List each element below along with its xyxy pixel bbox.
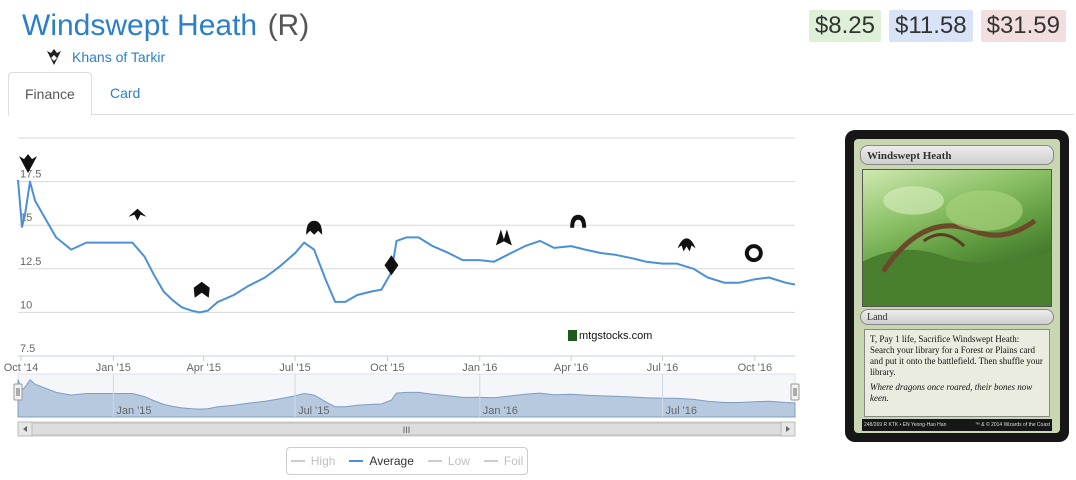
set-marker-icon <box>495 229 512 246</box>
x-tick-label: Jan '15 <box>96 362 131 374</box>
chart-legend: High Average Low Foil <box>286 447 528 475</box>
set-marker-glyph <box>744 244 763 263</box>
set-marker-glyph <box>384 255 399 276</box>
legend-item-foil[interactable]: Foil <box>483 454 524 468</box>
card-art-illustration <box>863 186 1051 306</box>
legend-label: Foil <box>503 454 524 468</box>
y-tick-label: 7.5 <box>20 343 35 355</box>
price-group: $8.25 $11.58 $31.59 <box>808 10 1066 42</box>
x-tick-label: Jan '16 <box>462 362 497 374</box>
legend-line <box>290 460 305 462</box>
set-link[interactable]: Khans of Tarkir <box>72 49 166 65</box>
navigator-series-area <box>17 379 796 418</box>
set-marker-icon <box>306 220 323 235</box>
legend-label: Average <box>369 454 414 468</box>
navigator-label: Jul '15 <box>298 405 329 417</box>
y-tick-label: 12.5 <box>20 256 41 268</box>
set-row: Khans of Tarkir <box>44 46 165 68</box>
card-text-box: T, Pay 1 life, Sacrifice Windswept Heath… <box>864 329 1050 417</box>
set-marker-glyph <box>495 229 512 246</box>
set-marker-glyph <box>306 220 323 235</box>
set-marker-glyph <box>570 214 587 228</box>
legend-line <box>427 460 442 462</box>
price-low: $8.25 <box>808 10 881 42</box>
set-marker-icon <box>677 238 696 252</box>
legend-item-low[interactable]: Low <box>427 454 470 468</box>
series-line-average <box>17 179 796 314</box>
card-image: Windswept Heath Land T, Pay 1 life, Sacr… <box>845 130 1069 442</box>
card-frame: Windswept Heath Land T, Pay 1 life, Sacr… <box>854 139 1060 433</box>
set-marker-icon <box>19 154 38 174</box>
y-tick-label: 17.5 <box>20 169 41 181</box>
navigator-label: Jul '16 <box>665 405 696 417</box>
x-tick-label: Oct '16 <box>738 362 773 374</box>
scrollbar-grip: III <box>403 425 411 435</box>
legend-item-high[interactable]: High <box>290 454 336 468</box>
set-marker-icon <box>570 214 587 228</box>
card-collector-info: 248/269 R KTK • EN Yeong-Hao Han <box>864 422 947 428</box>
legend-label: High <box>310 454 336 468</box>
watermark-logo-icon <box>568 330 577 341</box>
card-type-line: Land <box>860 309 1054 325</box>
navigator-handle-right[interactable] <box>790 383 800 401</box>
y-tick-label: 10 <box>20 299 32 311</box>
chart-watermark: mtgstocks.com <box>579 330 652 342</box>
set-marker-icon <box>744 244 763 263</box>
card-flavor-text: Where dragons once roared, their bones n… <box>870 382 1033 403</box>
chevron-left-icon <box>23 426 27 432</box>
set-marker-glyph <box>193 281 210 298</box>
x-tick-label: Oct '14 <box>4 362 39 374</box>
card-copyright: ™ & © 2014 Wizards of the Coast <box>974 422 1050 428</box>
card-name: Windswept Heath <box>22 9 258 42</box>
price-high: $31.59 <box>980 10 1066 42</box>
legend-line <box>349 460 364 462</box>
set-marker-icon <box>193 281 210 298</box>
tab-card[interactable]: Card <box>110 85 141 101</box>
chevron-right-icon <box>786 426 790 432</box>
x-tick-label: Apr '16 <box>554 362 589 374</box>
card-rules-text: T, Pay 1 life, Sacrifice Windswept Heath… <box>870 334 1043 377</box>
navigator-handle-left[interactable] <box>13 383 23 401</box>
card-rarity: (R) <box>267 9 310 42</box>
card-title-row: Windswept Heath (R) <box>22 6 309 46</box>
card-art <box>862 169 1052 307</box>
navigator-label: Jan '15 <box>116 405 151 417</box>
khans-of-tarkir-set-icon <box>47 49 61 65</box>
price-average: $11.58 <box>888 10 973 42</box>
x-tick-label: Jul '15 <box>279 362 310 374</box>
set-marker-glyph <box>128 208 147 221</box>
card-image-title: Windswept Heath <box>860 145 1054 165</box>
set-marker-glyph <box>19 154 38 174</box>
tab-bar: Finance Card <box>8 72 1074 116</box>
legend-line <box>483 460 498 462</box>
legend-item-average[interactable]: Average <box>349 454 414 468</box>
set-marker-icon <box>128 208 147 221</box>
navigator-label: Jan '16 <box>483 405 518 417</box>
x-tick-label: Apr '15 <box>186 362 221 374</box>
x-tick-label: Oct '15 <box>370 362 405 374</box>
card-footer: 248/269 R KTK • EN Yeong-Hao Han ™ & © 2… <box>862 419 1052 431</box>
legend-label: Low <box>447 454 470 468</box>
set-marker-icon <box>384 255 399 276</box>
x-tick-label: Jul '16 <box>647 362 678 374</box>
tab-finance[interactable]: Finance <box>8 72 92 116</box>
set-marker-glyph <box>677 238 696 252</box>
